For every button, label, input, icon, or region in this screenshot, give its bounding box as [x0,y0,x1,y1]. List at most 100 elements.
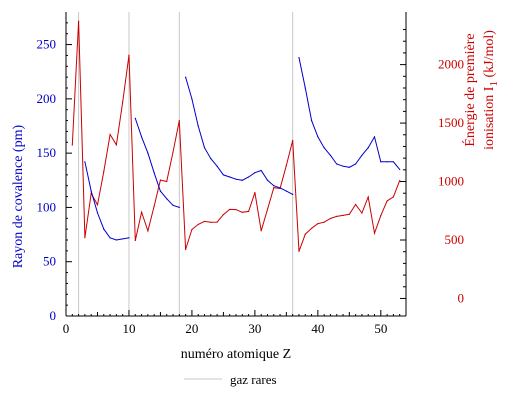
covalent-radius-point [279,187,281,189]
covalent-radius-point [147,152,149,154]
covalent-radius-point [222,174,225,176]
ionisation-energy-point [298,250,300,252]
covalent-radius-point [336,163,338,165]
left-y-tick-label: 50 [43,254,56,269]
covalent-radius-point [241,179,243,181]
x-tick-label: 30 [248,321,261,336]
ionisation-energy-point [367,196,369,198]
ionisation-energy-point [128,54,130,56]
covalent-radius-point [210,157,212,160]
covalent-radius-point [304,87,306,89]
covalent-radius-point [229,176,231,178]
covalent-radius-point [317,136,319,138]
ionisation-energy-point [197,223,199,226]
covalent-radius-point [348,166,350,168]
covalent-radius-point [260,169,262,172]
right-y-tick-label: 2000 [438,57,464,72]
ionisation-energy-point [373,232,376,234]
covalent-radius-point [342,165,344,167]
covalent-radius-point [128,237,130,239]
ionisation-energy-point [342,214,344,217]
right-axis-label-line2: ionisation I1 (kJ/mol) [482,30,500,150]
covalent-radius-point [355,163,357,165]
ionisation-energy-point [392,196,395,198]
right-axis-label-main: ionisation I [482,86,497,150]
left-y-tick-label: 150 [37,145,57,160]
covalent-radius-point [197,125,199,127]
x-tick-label: 10 [122,321,135,336]
covalent-radius-point [329,154,332,156]
left-y-tick-label: 100 [37,199,57,214]
covalent-radius-point [380,161,382,163]
covalent-radius-point [90,190,92,192]
ionisation-energy-point [185,248,187,251]
covalent-radius-point [292,193,294,195]
gaz-rares-lines [78,12,294,316]
x-tick-label: 40 [311,321,324,336]
covalent-radius-point [235,178,237,180]
ionisation-energy-point [235,209,237,211]
ionisation-energy-point [172,151,174,153]
ionisation-energy-point [386,200,388,202]
covalent-radius-point [298,57,300,59]
ionisation-energy-point [260,230,262,232]
ionisation-energy-point [273,187,275,189]
ionisation-energy-point [247,210,250,212]
x-tick-label: 50 [374,321,387,336]
ionisation-energy-point [317,223,319,225]
right-axis-label-unit: (kJ/mol) [482,30,497,81]
ionisation-energy-point [222,214,225,216]
ionisation-energy-point [147,230,149,232]
right-y-tick-label: 1000 [438,174,464,189]
covalent-radius-point [122,238,124,240]
covalent-radius-point [140,136,143,138]
covalent-radius-point [134,117,136,119]
ionisation-energy-point [77,20,80,22]
covalent-radius-point [367,147,369,149]
covalent-radius-line [134,118,180,208]
ionisation-energy-point [285,164,287,166]
ionisation-energy-line [71,21,401,252]
covalent-radius-point [273,185,275,187]
covalent-radius-point [361,154,363,156]
covalent-radius-point [185,76,187,78]
legend-label: gaz rares [230,372,277,387]
ionisation-energy-point [380,214,382,217]
right-y-tick-label: 500 [445,232,465,247]
right-axis-label-subscript: 1 [488,81,500,87]
ionisation-energy-point [96,204,99,206]
left-y-tick-label: 250 [37,37,57,52]
right-axis-label-line1: Énergie de première [461,33,478,146]
ionisation-energy-point [210,221,212,223]
ionisation-energy-point [292,139,294,142]
ionisation-energy-point [166,180,168,183]
ionisation-energy-point [323,221,325,223]
covalent-radius-point [310,119,313,122]
series-group [71,20,401,252]
left-y-tick-label: 0 [50,308,57,323]
right-y-tick-label: 1500 [438,115,464,130]
ionisation-energy-point [336,215,338,217]
ionisation-energy-point [103,170,105,173]
covalent-radius-point [216,165,218,167]
x-tick-label: 20 [185,321,198,336]
covalent-radius-point [247,176,250,178]
ionisation-energy-point [348,213,350,215]
covalent-radius-point [84,161,86,163]
left-axis-label: Rayon de covalence (pm) [11,125,26,269]
covalent-radius-point [191,98,193,100]
covalent-radius-point [373,136,376,138]
ionisation-energy-point [109,133,111,136]
covalent-radius-point [392,161,395,163]
ionisation-energy-point [115,144,117,146]
ionisation-energy-point [355,203,357,206]
covalent-radius-point [159,190,162,192]
ionisation-energy-point [361,212,363,214]
left-y-tick-label: 200 [37,91,57,106]
ionisation-energy-point [329,217,332,220]
covalent-radius-point [399,168,401,171]
ionisation-energy-point [203,220,206,223]
ionisation-energy-point [178,120,180,122]
